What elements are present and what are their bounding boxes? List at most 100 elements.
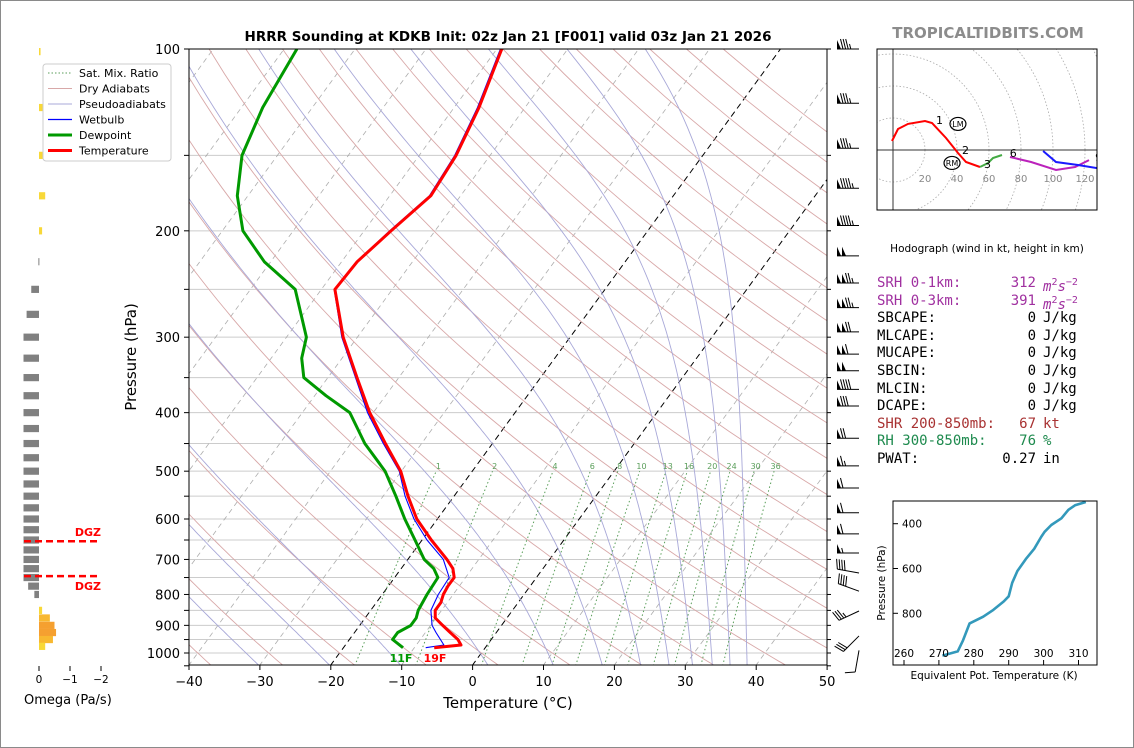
thetae-x-tick-label: 260 [894, 648, 914, 660]
barb-full [845, 272, 849, 284]
dry-adiabat-line [189, 513, 356, 665]
barb-pennant [842, 246, 846, 256]
thetae-x-label: Equivalent Pot. Temperature (K) [910, 670, 1077, 682]
unit-s: s [1057, 279, 1066, 295]
barb-full [845, 395, 849, 407]
pseudoadiabat-line [189, 596, 260, 665]
legend-label: Pseudoadiabats [79, 98, 166, 111]
barb-full [840, 574, 843, 585]
barb-half [843, 460, 847, 467]
thetae-y-tick-label: 600 [902, 564, 922, 576]
stat-value: 0 [1027, 398, 1036, 415]
wind-barb [837, 544, 859, 554]
mixing-ratio-line [575, 471, 641, 665]
barb-pennant [837, 524, 841, 534]
barb-pennant [837, 298, 841, 308]
x-tick-label: 10 [535, 675, 552, 690]
omega-bar [23, 392, 39, 400]
omega-bar [28, 582, 39, 590]
stat-unit: m2s−2 [1043, 274, 1078, 296]
isotherm-line [613, 373, 827, 665]
wind-barb [837, 38, 859, 50]
y-tick-label: 100 [155, 43, 180, 58]
mixing-ratio-line [700, 471, 755, 665]
hodograph-trace [891, 119, 981, 168]
storm-motion-label: LM [952, 120, 963, 129]
x-tick-label: 0 [468, 675, 476, 690]
omega-bar [31, 285, 39, 293]
barb-full [843, 560, 846, 571]
barb-full [836, 643, 846, 651]
isotherm-line [543, 275, 827, 665]
hodograph-height-label: 1 [936, 114, 943, 127]
surface-temperature-label: 19F [424, 652, 447, 665]
mixing-ratio-label: 10 [636, 462, 646, 471]
hodograph-frame [876, 48, 1098, 211]
hodograph-ring-label: 60 [983, 174, 996, 185]
y-tick-label: 800 [155, 588, 180, 603]
barb-pennant [842, 345, 846, 355]
stat-value: 67 [1019, 415, 1036, 432]
stat-value: 0 [1027, 310, 1036, 327]
stat-unit: J/kg [1043, 380, 1077, 397]
hodograph-caption: Hodograph (wind in kt, height in km) [890, 243, 1084, 255]
thetae-line [942, 501, 1087, 657]
barb-pennant [837, 544, 841, 553]
barb-half [849, 143, 852, 149]
barb-full [844, 671, 856, 674]
stat-label: MLCIN: [877, 380, 928, 397]
barb-full [845, 576, 848, 587]
barb-pennant [842, 274, 846, 283]
barb-full [845, 321, 849, 333]
wind-barb [836, 558, 860, 574]
omega-bar [23, 565, 39, 573]
barb-full [842, 395, 847, 407]
barb-full [845, 178, 849, 189]
wind-barb [837, 361, 859, 372]
mixing-ratio-line [604, 471, 667, 665]
wind-barb [832, 609, 860, 621]
barb-full [845, 93, 849, 104]
barb-pennant [837, 216, 841, 226]
mixing-ratio-label: 1 [436, 462, 441, 471]
barb-full [842, 93, 847, 104]
mixing-ratio-line [652, 471, 712, 665]
omega-bar [39, 635, 53, 644]
stat-label: SBCIN: [877, 363, 928, 379]
storm-motion-label: RM [946, 159, 959, 168]
stat-value: 0 [1027, 363, 1036, 379]
mixing-ratio-label: 4 [552, 462, 557, 471]
stat-value: 0.27 [1002, 451, 1036, 467]
barb-full [840, 138, 844, 149]
barb-full [838, 559, 841, 570]
unit-m: m [1043, 279, 1052, 295]
wind-barb [837, 178, 859, 189]
y-tick-label: 1000 [147, 647, 180, 662]
barb-pennant [837, 322, 841, 332]
wind-barb [837, 379, 859, 390]
wind-barb [837, 395, 859, 407]
stat-unit: J/kg [1043, 327, 1077, 344]
wind-barb [837, 343, 859, 355]
omega-bar [23, 354, 39, 362]
pseudoadiabat-line [333, 49, 670, 665]
unit-exp: −2 [1065, 277, 1078, 288]
barb-full [845, 38, 849, 50]
dry-adiabat-line [282, 49, 827, 533]
omega-bar [39, 606, 43, 614]
pseudoadiabat-line [488, 49, 713, 665]
mixing-ratio-line [521, 471, 591, 665]
barb-full [847, 215, 852, 226]
barb-full [845, 138, 849, 149]
barb-pennant [842, 322, 846, 332]
barb-full [840, 215, 844, 226]
thetae-y-tick-label: 800 [902, 608, 922, 620]
mixing-ratio-label: 13 [663, 462, 673, 471]
wind-barb [837, 502, 859, 514]
mixing-ratio-line [722, 471, 775, 665]
x-tick-label: −10 [388, 675, 415, 690]
y-tick-label: 700 [155, 553, 180, 568]
omega-bar [39, 642, 46, 650]
stat-value: 312 [1010, 275, 1036, 291]
